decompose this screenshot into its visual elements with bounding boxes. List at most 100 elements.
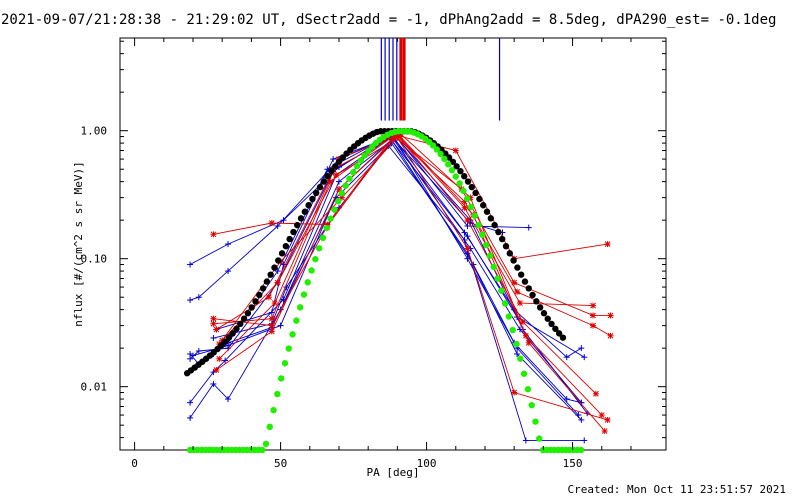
model-point bbox=[536, 304, 544, 311]
series-line bbox=[213, 135, 611, 327]
model-point bbox=[540, 310, 548, 317]
model-point bbox=[457, 167, 464, 175]
data-series bbox=[187, 133, 585, 406]
model-point bbox=[334, 198, 342, 205]
model-curve bbox=[186, 128, 585, 454]
model-point bbox=[286, 235, 293, 243]
x-tick-label: 100 bbox=[417, 457, 437, 470]
model-point bbox=[313, 189, 320, 197]
data-series bbox=[187, 131, 532, 304]
point-marker bbox=[333, 172, 339, 178]
series-line bbox=[189, 134, 585, 360]
model-point bbox=[482, 241, 490, 249]
model-point bbox=[309, 195, 316, 203]
model-point bbox=[350, 168, 357, 176]
y-tick-label: 0.01 bbox=[81, 381, 108, 394]
model-point bbox=[552, 325, 559, 332]
model-point bbox=[509, 326, 516, 334]
point-marker bbox=[604, 241, 611, 247]
model-point bbox=[494, 275, 501, 282]
model-point bbox=[521, 278, 529, 285]
model-point bbox=[510, 257, 517, 264]
model-point bbox=[320, 178, 328, 185]
point-marker bbox=[452, 147, 459, 154]
series-line bbox=[189, 137, 582, 419]
data-series bbox=[210, 133, 614, 329]
model-point bbox=[342, 182, 349, 189]
point-marker bbox=[274, 279, 281, 286]
point-marker bbox=[593, 390, 599, 397]
model-point bbox=[471, 212, 478, 219]
model-point bbox=[357, 157, 365, 164]
series-line bbox=[218, 133, 603, 416]
model-point bbox=[282, 242, 290, 250]
model-point bbox=[221, 338, 229, 345]
model-point bbox=[441, 155, 448, 163]
series-line bbox=[218, 137, 608, 421]
model-point bbox=[517, 355, 524, 362]
series-line bbox=[213, 145, 585, 441]
model-point bbox=[475, 221, 482, 229]
model-point bbox=[429, 142, 437, 149]
model-point bbox=[491, 221, 498, 229]
point-marker bbox=[213, 326, 220, 333]
model-point bbox=[308, 267, 315, 274]
model-point bbox=[490, 263, 497, 271]
model-point bbox=[461, 173, 468, 180]
model-point bbox=[487, 215, 495, 222]
model-point bbox=[304, 279, 311, 286]
series-line bbox=[189, 135, 582, 403]
data-series bbox=[216, 134, 611, 423]
model-point bbox=[335, 158, 343, 165]
model-point bbox=[331, 163, 339, 170]
point-marker bbox=[271, 300, 278, 306]
point-marker bbox=[213, 367, 220, 373]
x-tick-label: 50 bbox=[274, 457, 287, 470]
model-point bbox=[229, 330, 236, 337]
point-marker bbox=[268, 328, 275, 335]
model-point bbox=[444, 161, 452, 168]
model-point bbox=[528, 401, 535, 409]
model-point bbox=[339, 154, 346, 161]
model-point bbox=[480, 202, 487, 209]
model-point bbox=[517, 271, 525, 278]
model-point bbox=[463, 195, 471, 202]
point-marker bbox=[590, 322, 596, 329]
data-series bbox=[219, 133, 608, 435]
model-point bbox=[452, 173, 459, 180]
model-point bbox=[559, 334, 567, 341]
model-point bbox=[467, 203, 475, 211]
model-point bbox=[536, 435, 543, 442]
point-marker bbox=[210, 315, 217, 322]
model-point bbox=[448, 167, 456, 174]
model-point bbox=[323, 224, 330, 232]
model-point bbox=[338, 190, 346, 197]
model-point bbox=[258, 446, 266, 454]
model-point bbox=[544, 315, 551, 322]
model-point bbox=[252, 298, 259, 305]
point-marker bbox=[216, 355, 223, 362]
point-marker bbox=[590, 302, 596, 309]
point-marker bbox=[336, 186, 342, 192]
y-tick-label: 1.00 bbox=[81, 125, 108, 138]
model-point bbox=[259, 285, 267, 292]
model-point bbox=[476, 195, 483, 203]
model-point bbox=[270, 406, 277, 414]
model-point bbox=[486, 252, 494, 259]
x-axis-title: PA [deg] bbox=[367, 466, 420, 479]
model-point bbox=[225, 334, 233, 341]
model-point bbox=[324, 173, 331, 180]
model-point bbox=[501, 300, 509, 307]
model-point bbox=[296, 304, 304, 311]
model-point bbox=[442, 150, 449, 157]
data-series bbox=[187, 131, 588, 362]
model-point bbox=[274, 390, 281, 398]
model-point bbox=[300, 291, 308, 298]
model-point bbox=[555, 330, 563, 337]
model-point bbox=[433, 146, 440, 153]
point-marker bbox=[598, 412, 605, 418]
model-point bbox=[312, 255, 319, 263]
model-point bbox=[290, 228, 297, 236]
model-point bbox=[498, 287, 505, 294]
